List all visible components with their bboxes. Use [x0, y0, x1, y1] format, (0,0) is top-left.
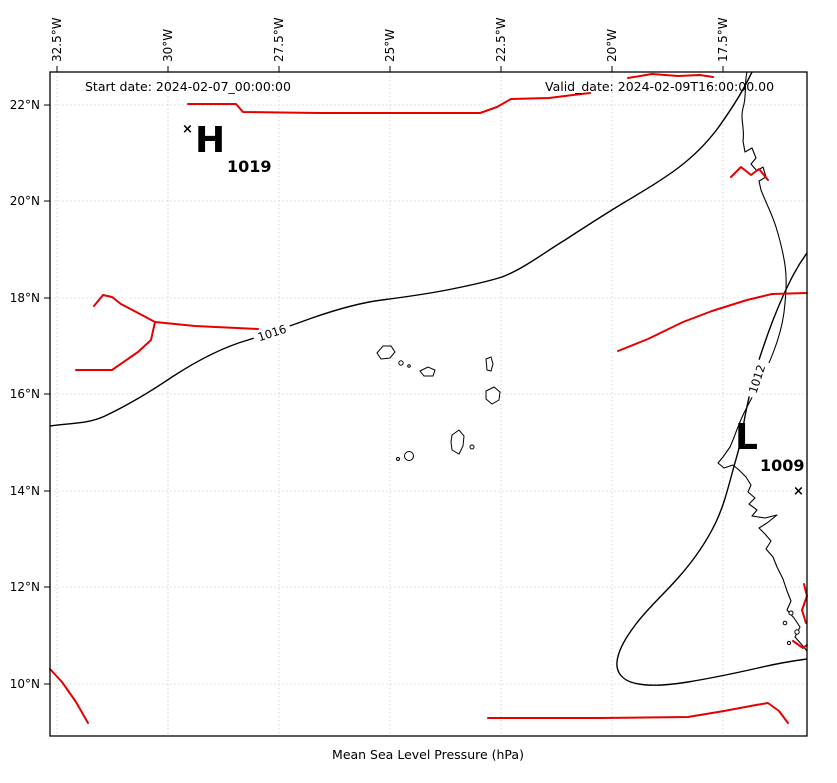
- high-value: 1019: [227, 157, 272, 176]
- cape-verde-island: [450, 429, 465, 455]
- high-center-x-icon: ×: [182, 122, 193, 137]
- label-background: [744, 358, 770, 400]
- low-pressure-marker: L 1009 ×: [735, 417, 805, 499]
- front-line-north: [187, 92, 591, 114]
- low-center-x-icon: ×: [793, 484, 804, 499]
- plot-border: [49, 71, 808, 737]
- isobar-1012-label-group: 1012: [744, 358, 770, 400]
- y-tick-label: 20°N: [10, 194, 40, 208]
- front-line-south: [487, 702, 789, 724]
- cape-verde-island: [376, 345, 396, 360]
- cape-verde-island: [485, 386, 501, 405]
- coastal-island: [794, 629, 800, 635]
- y-tick-label: 14°N: [10, 484, 40, 498]
- x-tick-labels: 32.5°W 30°W 27.5°W 25°W 22.5°W 20°W 17.5…: [50, 17, 730, 62]
- label-background: [251, 320, 293, 346]
- front-line-northeast: [627, 73, 714, 79]
- isobars: [49, 71, 808, 686]
- cape-verde-island: [396, 457, 400, 461]
- coastal-island: [788, 610, 794, 616]
- x-tick-label: 27.5°W: [272, 17, 286, 62]
- isobar-1016-label-group: 1016: [251, 320, 293, 346]
- y-tick-labels: 22°N 20°N 18°N 16°N 14°N 12°N 10°N: [10, 98, 40, 691]
- isobar-1012-line: [616, 252, 808, 686]
- valid-date-text: Valid_date: 2024-02-09T16:00:00.00: [545, 79, 774, 94]
- start-date-text: Start date: 2024-02-07_00:00:00: [85, 79, 291, 94]
- x-tick-label: 20°W: [605, 29, 619, 62]
- high-symbol: H: [195, 120, 225, 161]
- isobar-1016-label: 1016: [256, 322, 288, 344]
- cape-verde-island: [419, 366, 436, 377]
- y-tick-label: 10°N: [10, 677, 40, 691]
- front-line-west-branch: [75, 294, 259, 371]
- x-tick-label: 30°W: [161, 29, 175, 62]
- front-line-southwest: [49, 668, 89, 724]
- x-tick-label: 25°W: [383, 29, 397, 62]
- cape-verde-island: [485, 356, 494, 372]
- front-lines: [49, 73, 808, 724]
- graticule: [50, 72, 807, 736]
- isobar-1016-line: [49, 71, 753, 427]
- y-tick-label: 22°N: [10, 98, 40, 112]
- low-value: 1009: [760, 456, 805, 475]
- coastal-island: [782, 620, 788, 626]
- isobar-1012-label: 1012: [746, 363, 768, 395]
- africa-coastline: [717, 71, 808, 652]
- x-tick-label: 22.5°W: [494, 17, 508, 62]
- x-tick-label: 32.5°W: [50, 17, 64, 62]
- cape-verde-island: [469, 444, 475, 450]
- coastline: [717, 71, 808, 652]
- cape-verde-island: [398, 360, 404, 366]
- low-symbol: L: [735, 417, 758, 458]
- x-axis-label: Mean Sea Level Pressure (hPa): [332, 747, 524, 762]
- front-line-coastal-bits: [792, 583, 808, 649]
- cape-verde-island: [404, 451, 414, 461]
- cape-verde-islands: [376, 345, 501, 461]
- y-tick-label: 18°N: [10, 291, 40, 305]
- front-line-capblanc: [730, 166, 769, 181]
- front-line-east: [617, 292, 808, 352]
- axis-ticks: [44, 66, 724, 685]
- x-tick-label: 17.5°W: [716, 17, 730, 62]
- cape-verde-island: [407, 364, 411, 368]
- high-pressure-marker: × H 1019: [182, 120, 272, 176]
- y-tick-label: 16°N: [10, 387, 40, 401]
- coastal-island: [786, 640, 792, 646]
- y-tick-label: 12°N: [10, 580, 40, 594]
